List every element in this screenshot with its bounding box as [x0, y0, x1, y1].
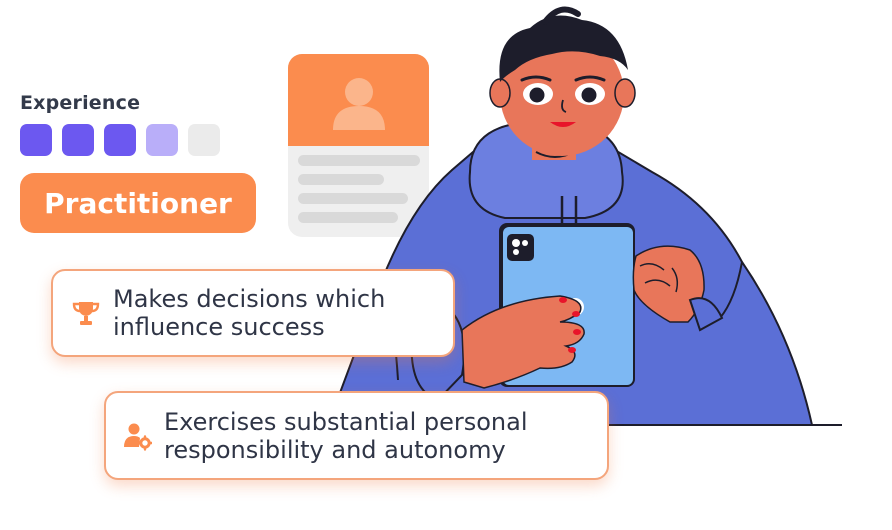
experience-level-badge: Practitioner [20, 173, 256, 233]
mouth [550, 122, 576, 127]
trait-card-decisions: Makes decisions which influence success [51, 269, 455, 357]
level-square [188, 124, 220, 156]
trophy-icon [72, 302, 100, 325]
profile-avatar-body [333, 106, 385, 130]
trait-text: Makes decisions which influence success [113, 285, 386, 341]
hair [499, 15, 628, 82]
head [500, 32, 624, 156]
level-square [146, 124, 178, 156]
experience-label: Experience [20, 92, 141, 114]
profile-card [288, 54, 429, 237]
level-square [20, 124, 52, 156]
level-square [62, 124, 94, 156]
left-hand [461, 295, 585, 389]
trait-card-autonomy: Exercises substantial personal responsib… [104, 391, 609, 480]
profile-avatar-head [345, 78, 373, 106]
trait-text: Exercises substantial personal responsib… [164, 407, 528, 464]
user-gear-icon [124, 423, 152, 451]
experience-level-indicator [20, 124, 220, 156]
level-square [104, 124, 136, 156]
